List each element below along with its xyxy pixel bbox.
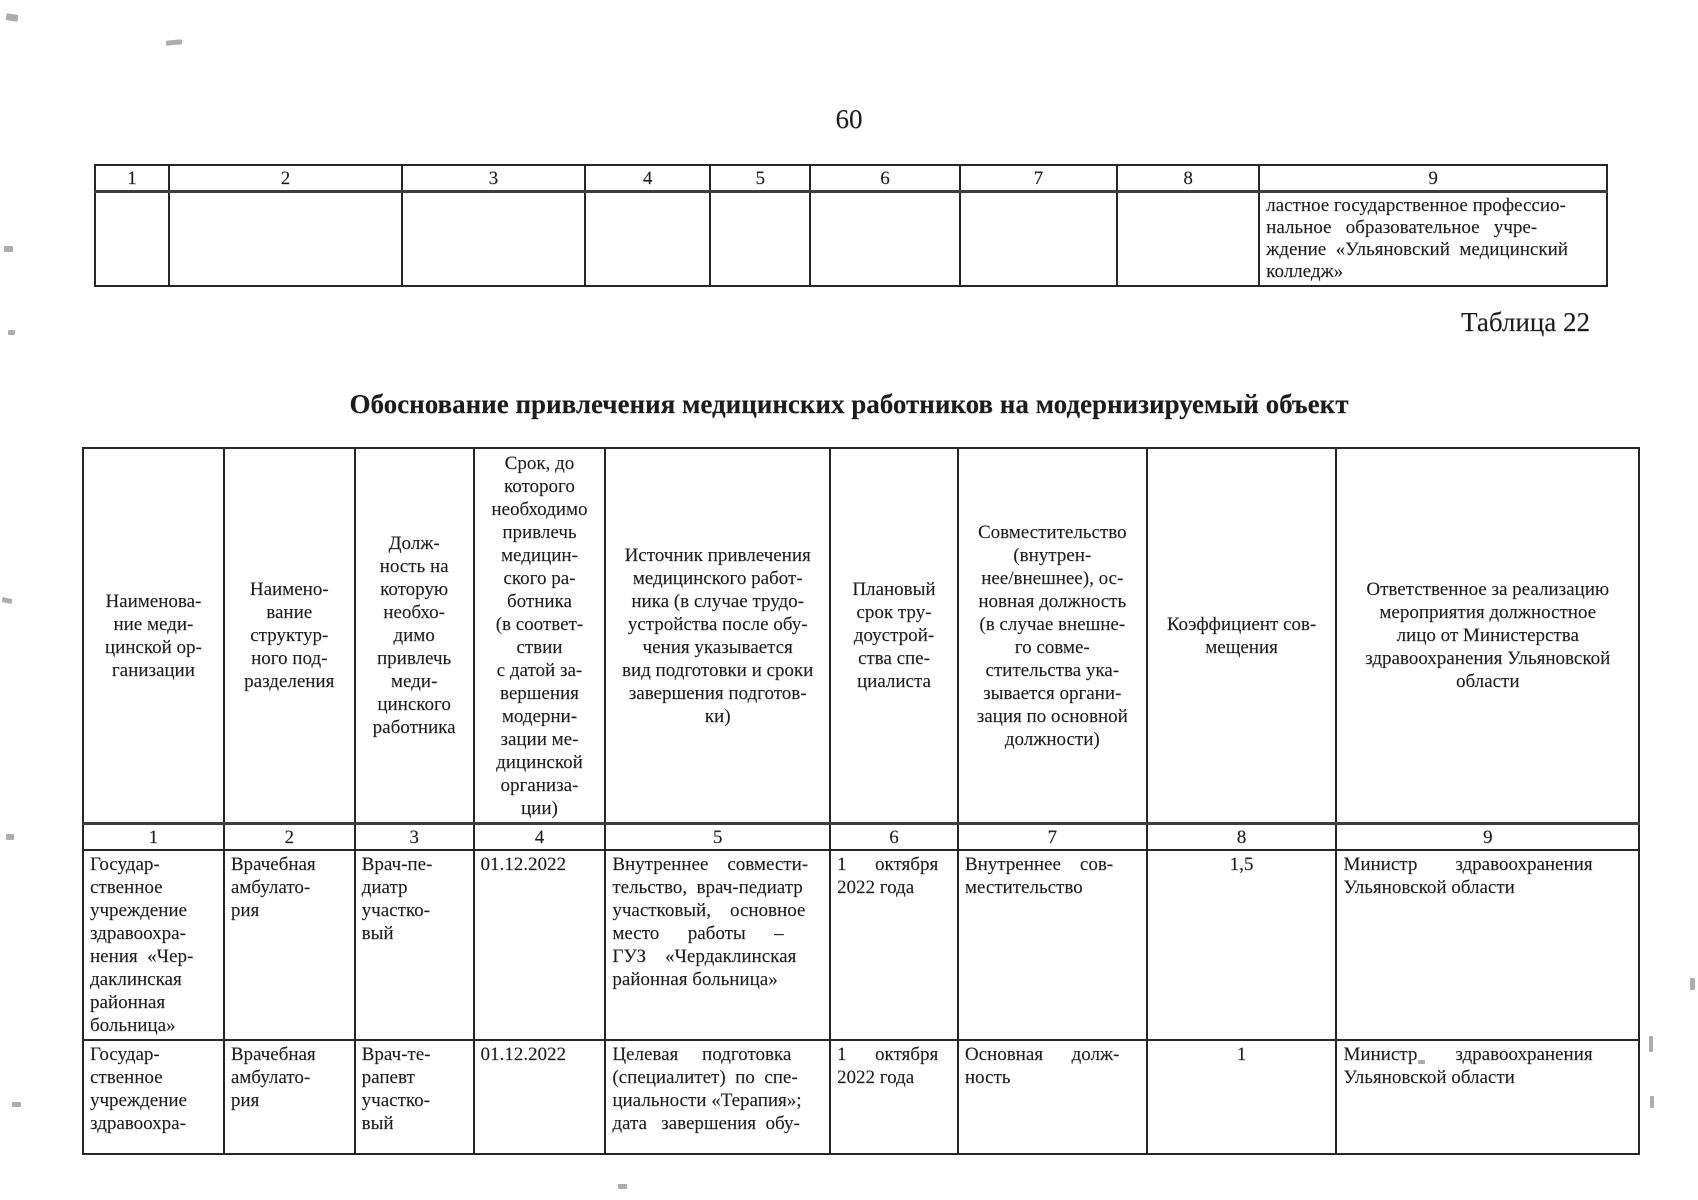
cell-r2-combination: Основная долж- ность <box>956 1039 1148 1155</box>
cont-colnum-4: 4 <box>583 164 712 193</box>
continuation-table: 1 2 3 4 5 6 7 8 9 ластное государственно… <box>93 164 1608 287</box>
scan-artifact <box>8 330 15 335</box>
cont-colnum-7: 7 <box>958 164 1119 193</box>
cont-colnum-3: 3 <box>400 164 586 193</box>
continuation-table-number-row: 1 2 3 4 5 6 7 8 9 <box>93 164 1608 193</box>
cell-r2-subdivision: Врачебная амбулато- рия <box>222 1039 356 1155</box>
table-row: Государ- ственное учреждение здравоохра-… <box>82 849 1640 1041</box>
cont-cell-8 <box>1116 190 1261 287</box>
cell-r2-responsible: Министр здравоохранения Ульяновской обла… <box>1335 1039 1640 1155</box>
scan-artifact <box>6 834 14 840</box>
scan-artifact <box>5 13 19 22</box>
cell-r1-organization: Государ- ственное учреждение здравоохра-… <box>82 849 225 1041</box>
cell-r2-coefficient: 1 <box>1145 1039 1338 1155</box>
scan-artifact <box>165 39 183 46</box>
table-caption: Таблица 22 <box>1461 307 1590 337</box>
cell-r1-coefficient: 1,5 <box>1145 849 1338 1041</box>
main-colnum-5: 5 <box>604 822 831 851</box>
cont-colnum-9: 9 <box>1258 164 1608 193</box>
cont-colnum-1: 1 <box>93 164 171 193</box>
cont-cell-5 <box>709 190 812 287</box>
main-table: Наименова- ние меди- цинской ор- ганизац… <box>82 447 1640 1155</box>
main-colnum-8: 8 <box>1145 822 1338 851</box>
cont-colnum-6: 6 <box>809 164 961 193</box>
header-cell-9: Ответственное за реализацию мероприятия … <box>1335 447 1640 825</box>
main-colnum-2: 2 <box>222 822 356 851</box>
cell-r1-subdivision: Врачебная амбулато- рия <box>222 849 356 1041</box>
scan-artifact <box>12 1102 21 1107</box>
main-table-header-row: Наименова- ние меди- цинской ор- ганизац… <box>82 447 1640 825</box>
cont-colnum-8: 8 <box>1116 164 1261 193</box>
cell-r1-source: Внутреннее совмести- тельство, врач-педи… <box>604 849 831 1041</box>
cont-cell-4 <box>583 190 712 287</box>
cont-cell-1 <box>93 190 171 287</box>
cell-r1-deadline: 01.12.2022 <box>472 849 607 1041</box>
scan-artifact <box>1649 1036 1653 1052</box>
main-colnum-9: 9 <box>1335 822 1640 851</box>
cont-cell-3 <box>400 190 586 287</box>
scan-artifact <box>1690 978 1695 990</box>
main-colnum-6: 6 <box>829 822 959 851</box>
header-cell-2: Наимено- вание структур- ного под- разде… <box>222 447 356 825</box>
document-title: Обоснование привлечения медицинских рабо… <box>349 389 1349 419</box>
header-cell-1: Наименова- ние меди- цинской ор- ганизац… <box>82 447 225 825</box>
cell-r2-organization: Государ- ственное учреждение здравоохра- <box>82 1039 225 1155</box>
cont-cell-6 <box>809 190 961 287</box>
cont-cell-2 <box>168 190 403 287</box>
header-cell-5: Источник привлечения медицинского работ-… <box>604 447 831 825</box>
cell-r1-position: Врач-пе- диатр участко- вый <box>353 849 475 1041</box>
main-table-number-row: 1 2 3 4 5 6 7 8 9 <box>82 822 1640 851</box>
header-cell-4: Срок, до которого необходимо привлечь ме… <box>472 447 607 825</box>
cell-r1-combination: Внутреннее сов- местительство <box>956 849 1148 1041</box>
cell-r2-deadline: 01.12.2022 <box>472 1039 607 1155</box>
header-cell-7: Совместительство (внутрен- нее/внешнее),… <box>956 447 1148 825</box>
cont-cell-9: ластное государственное профессио- нальн… <box>1258 190 1608 287</box>
cont-cell-7 <box>958 190 1119 287</box>
page-number: 60 <box>835 104 863 134</box>
main-colnum-3: 3 <box>353 822 475 851</box>
header-cell-3: Долж- ность на которую необхо- димо прив… <box>353 447 475 825</box>
cont-colnum-2: 2 <box>168 164 403 193</box>
main-colnum-7: 7 <box>956 822 1148 851</box>
cell-r2-planned-term: 1 октября 2022 года <box>829 1039 959 1155</box>
scan-artifact <box>1650 1096 1654 1108</box>
header-cell-8: Коэффициент сов- мещения <box>1145 447 1338 825</box>
scan-artifact <box>618 1184 627 1189</box>
continuation-table-body-row: ластное государственное профессио- нальн… <box>93 190 1608 287</box>
main-colnum-4: 4 <box>472 822 607 851</box>
cell-r1-responsible: Министр здравоохранения Ульяновской обла… <box>1335 849 1640 1041</box>
scan-artifact <box>4 246 13 252</box>
scan-artifact <box>1 597 13 604</box>
cell-r2-position: Врач-те- рапевт участко- вый <box>353 1039 475 1155</box>
cell-r1-planned-term: 1 октября 2022 года <box>829 849 959 1041</box>
main-colnum-1: 1 <box>82 822 225 851</box>
table-row: Государ- ственное учреждение здравоохра-… <box>82 1039 1640 1155</box>
cell-r2-source: Целевая подготовка (специалитет) по спе-… <box>604 1039 831 1155</box>
header-cell-6: Плановый срок тру- доустрой- ства спе- ц… <box>829 447 959 825</box>
cont-colnum-5: 5 <box>709 164 812 193</box>
scan-artifact <box>1418 1060 1425 1064</box>
